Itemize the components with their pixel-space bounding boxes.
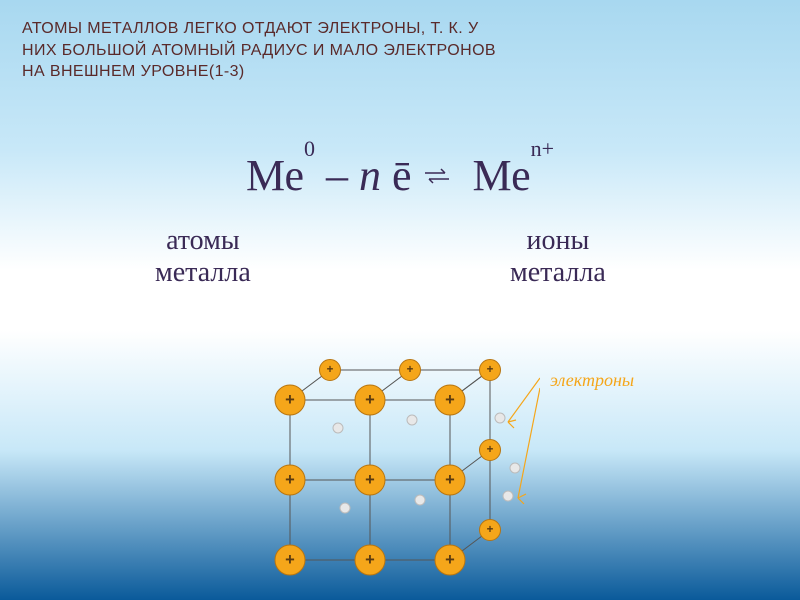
eq-minus: – [315, 151, 359, 200]
svg-text:+: + [445, 391, 455, 409]
equation: Ме0 – n ē Меn+ [0, 150, 800, 201]
eq-lhs-sup: 0 [304, 136, 315, 161]
svg-text:+: + [285, 391, 295, 409]
title-line-3: НА ВНЕШНЕМ УРОВНЕ(1-3) [22, 63, 245, 80]
svg-text:+: + [365, 551, 375, 569]
label-ions-top: ионы [527, 225, 590, 256]
svg-text:+: + [407, 364, 414, 376]
svg-text:+: + [327, 364, 334, 376]
title-line-2: НИХ БОЛЬШОЙ АТОМНЫЙ РАДИУС И МАЛО ЭЛЕКТР… [22, 42, 496, 59]
svg-text:+: + [445, 471, 455, 489]
lattice-svg: + + + + + + + + + + + + + + [260, 330, 540, 590]
eq-n: n [359, 151, 381, 200]
svg-text:+: + [285, 471, 295, 489]
svg-text:+: + [445, 551, 455, 569]
slide-page: АТОМЫ МЕТАЛЛОВ ЛЕГКО ОТДАЮТ ЭЛЕКТРОНЫ, Т… [0, 0, 800, 600]
svg-text:+: + [487, 444, 494, 456]
lattice-diagram: ++++++++++++++ электроны [260, 330, 540, 590]
reversible-arrows-icon [423, 148, 451, 199]
eq-rhs-base: Ме [473, 151, 531, 200]
electrons-label: электроны [550, 370, 634, 391]
eq-rhs-sup: n+ [531, 136, 554, 161]
eq-ebar: ē [381, 151, 423, 200]
svg-text:+: + [285, 551, 295, 569]
label-atoms: атомы металла [155, 225, 251, 289]
svg-text:+: + [365, 391, 375, 409]
svg-text:+: + [487, 524, 494, 536]
title-line-1: АТОМЫ МЕТАЛЛОВ ЛЕГКО ОТДАЮТ ЭЛЕКТРОНЫ, Т… [22, 20, 479, 37]
annotation-arrows [508, 378, 540, 504]
svg-text:+: + [365, 471, 375, 489]
electrons-group [333, 413, 520, 513]
label-ions: ионы металла [510, 225, 606, 289]
title-text: АТОМЫ МЕТАЛЛОВ ЛЕГКО ОТДАЮТ ЭЛЕКТРОНЫ, Т… [22, 18, 730, 83]
eq-lhs-base: Ме [246, 151, 304, 200]
svg-text:+: + [487, 364, 494, 376]
label-atoms-top: атомы [166, 225, 240, 256]
label-atoms-bottom: металла [155, 257, 251, 288]
label-ions-bottom: металла [510, 257, 606, 288]
